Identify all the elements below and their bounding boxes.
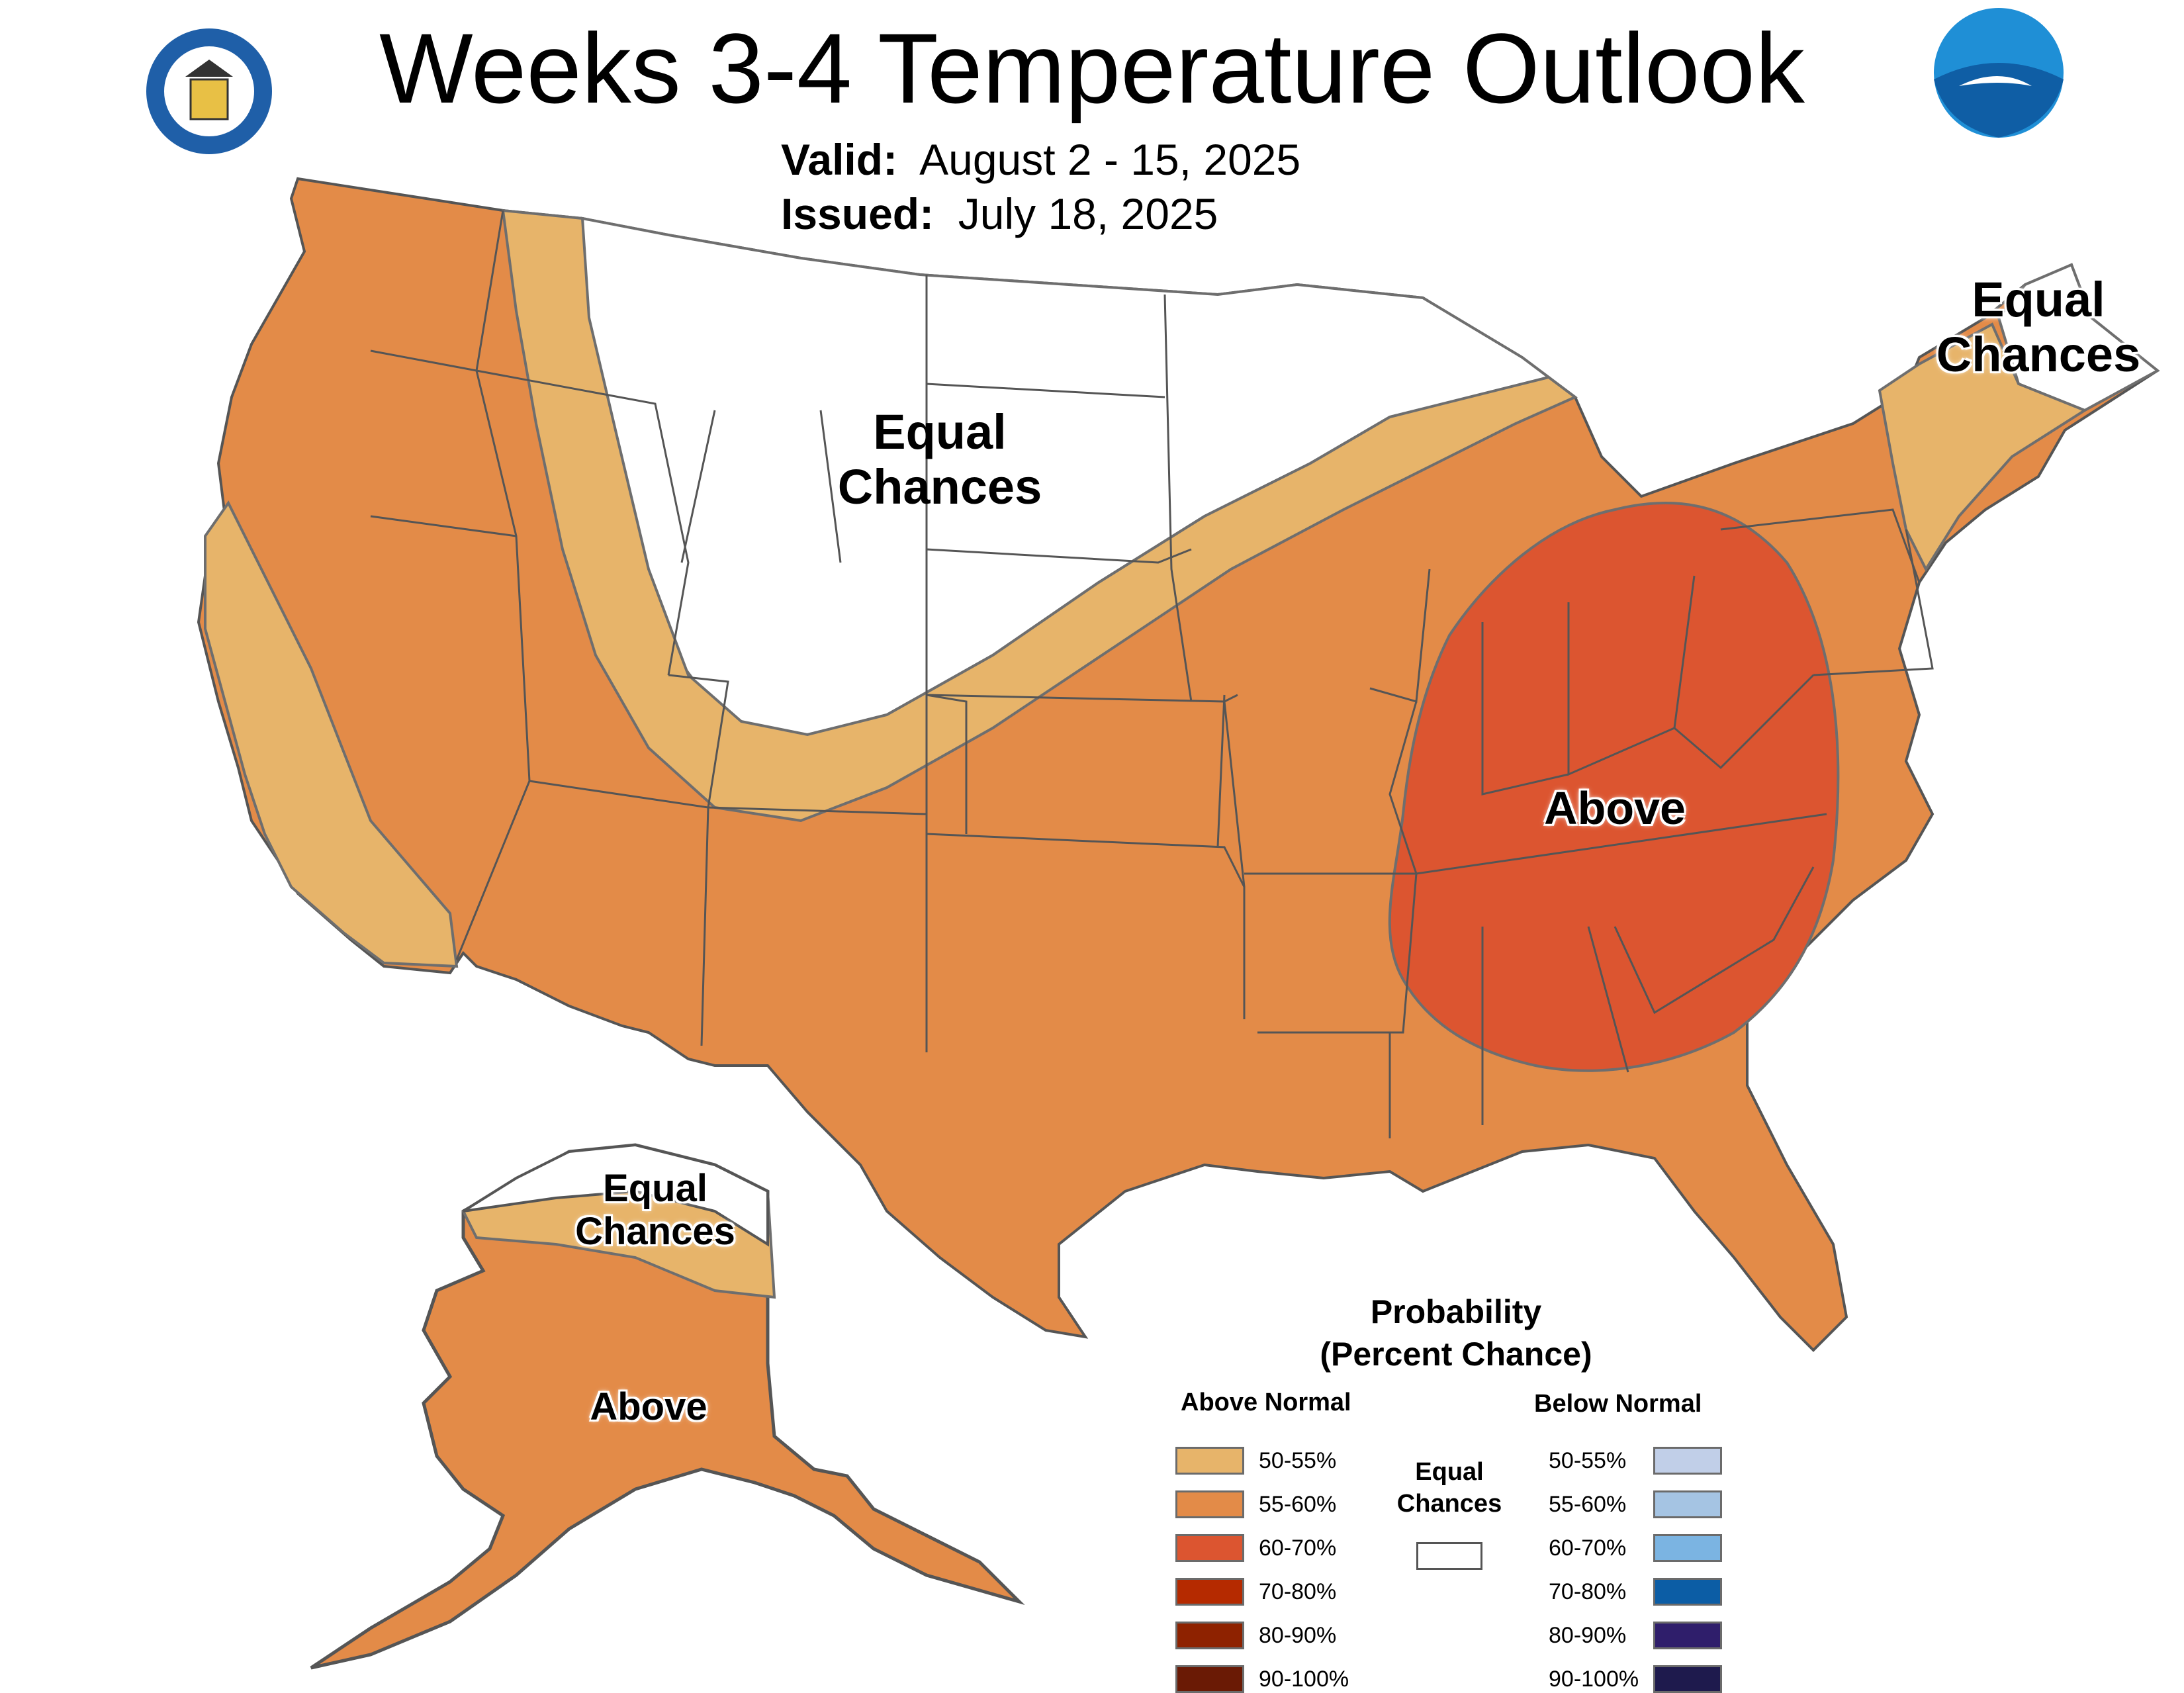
- legend-below-swatch: [1653, 1447, 1722, 1475]
- legend-title-line1: Probability: [1370, 1293, 1542, 1330]
- legend-title: Probability (Percent Chance): [1257, 1291, 1655, 1375]
- state-lines: [370, 210, 1934, 1138]
- legend-above-label: 90-100%: [1259, 1667, 1349, 1692]
- legend-above-swatch: [1175, 1622, 1244, 1649]
- legend-below-swatch: [1653, 1622, 1722, 1649]
- legend-below-label: 55-60%: [1549, 1492, 1627, 1517]
- legend-below-swatch: [1653, 1578, 1722, 1606]
- legend-below-swatch: [1653, 1490, 1722, 1518]
- label-plains-equal-chances: Equal Chances: [837, 404, 1042, 514]
- valid-value: August 2 - 15, 2025: [919, 135, 1301, 184]
- label-alaska-north-equal-chances: Equal Chances: [575, 1167, 735, 1253]
- legend-above-label: 60-70%: [1259, 1535, 1337, 1561]
- alaska-equal-chances: [462, 1143, 769, 1247]
- legend-below-label: 50-55%: [1549, 1448, 1627, 1473]
- legend-above-swatch: [1175, 1578, 1244, 1606]
- issued-label: Issued:: [781, 189, 934, 238]
- legend-above-swatch: [1175, 1534, 1244, 1562]
- legend-above-swatch: [1175, 1490, 1244, 1518]
- noaa-logo-icon: [1919, 7, 2078, 139]
- issued-value: July 18, 2025: [958, 189, 1218, 238]
- legend-above-label: 70-80%: [1259, 1579, 1337, 1604]
- legend-above-swatch: [1175, 1447, 1244, 1475]
- legend-above-label: 50-55%: [1259, 1448, 1337, 1473]
- legend-below-swatch: [1653, 1534, 1722, 1562]
- west-coast-above-50-55: [204, 500, 459, 968]
- legend-above-label: 80-90%: [1259, 1623, 1337, 1648]
- legend-below-label: 60-70%: [1549, 1535, 1627, 1561]
- legend-below-label: 90-100%: [1549, 1667, 1639, 1692]
- legend-above-header: Above Normal: [1181, 1389, 1351, 1416]
- legend-equal-chances-label: Equal Chances: [1396, 1458, 1502, 1518]
- northeast-above-50-55: [1878, 322, 2088, 572]
- page-title: Weeks 3-4 Temperature Outlook: [379, 13, 1805, 124]
- plains-band-above-50-55: [501, 208, 1578, 823]
- label-northeast-equal-chances: Equal Chances: [1936, 272, 2141, 382]
- label-alaska-above: Above: [590, 1385, 707, 1428]
- date-block: Valid: August 2 - 15, 2025 Issued: July …: [781, 132, 1300, 241]
- legend-below-header: Below Normal: [1534, 1390, 1702, 1418]
- legend-above-swatch: [1175, 1665, 1244, 1693]
- legend-below-swatch: [1653, 1665, 1722, 1693]
- ohio-valley-above-60-70: [1388, 501, 1840, 1072]
- legend-equal-chances-swatch: [1416, 1542, 1482, 1570]
- department-of-commerce-seal-icon: [144, 26, 274, 156]
- alaska-above-55-60: [310, 1143, 1025, 1670]
- valid-label: Valid:: [781, 135, 898, 184]
- label-ohio-valley-above: Above: [1544, 782, 1686, 834]
- legend-below-label: 80-90%: [1549, 1623, 1627, 1648]
- legend-above-label: 55-60%: [1259, 1492, 1337, 1517]
- legend-title-line2: (Percent Chance): [1320, 1336, 1592, 1373]
- legend-below-label: 70-80%: [1549, 1579, 1627, 1604]
